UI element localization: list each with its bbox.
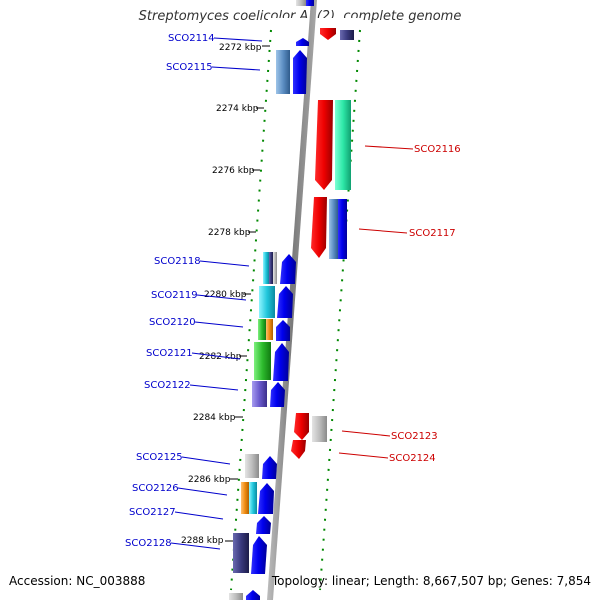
- gene-arrow-SCO2121[interactable]: [273, 343, 289, 381]
- scale-label: 2272 kbp: [219, 43, 262, 53]
- gene-arrow-SCO2126[interactable]: [258, 483, 274, 514]
- gene-arrow-top-red[interactable]: [320, 28, 336, 40]
- scale-label: 2288 kbp: [181, 536, 224, 546]
- gene-arrow-SCO2120[interactable]: [276, 320, 290, 341]
- gene-label-SCO2123[interactable]: SCO2123: [391, 431, 438, 442]
- gene-arrow-SCO2117[interactable]: [311, 197, 327, 258]
- gene-label-SCO2121[interactable]: SCO2121: [146, 348, 193, 359]
- gene-box-SCO2119-cyan[interactable]: [259, 286, 275, 318]
- scale-label: 2276 kbp: [212, 166, 255, 176]
- reverse-gene-labels: SCO2116 SCO2117 SCO2123 SCO2124: [389, 144, 461, 464]
- scale-label: 2278 kbp: [208, 228, 251, 238]
- gene-arrow-SCO2124[interactable]: [291, 440, 306, 459]
- gene-label-SCO2118[interactable]: SCO2118: [154, 256, 201, 267]
- gene-box-SCO2125-gray[interactable]: [245, 454, 259, 478]
- gene-arrow-bottom-blue[interactable]: [246, 590, 260, 600]
- accession-text: Accession: NC_003888: [9, 574, 146, 588]
- scale-label: 2274 kbp: [216, 104, 259, 114]
- gene-arrow-SCO2122[interactable]: [270, 382, 285, 407]
- scale-label: 2286 kbp: [188, 475, 231, 485]
- gene-box-SCO2120-orange[interactable]: [266, 319, 273, 340]
- gene-label-SCO2114[interactable]: SCO2114: [168, 33, 215, 44]
- forward-leader-lines: [170, 37, 263, 550]
- gene-arrow-SCO2127[interactable]: [256, 516, 271, 534]
- gene-box-SCO2121-green[interactable]: [254, 342, 271, 380]
- gene-box-SCO2117-steel[interactable]: [329, 199, 338, 259]
- gene-box-SCO2122-purple[interactable]: [252, 381, 267, 407]
- gene-label-SCO2127[interactable]: SCO2127: [129, 507, 176, 518]
- reverse-leader-lines: [338, 145, 414, 459]
- gene-box-SCO2126-orange[interactable]: [241, 482, 249, 514]
- gene-arrow-SCO2118[interactable]: [280, 254, 296, 284]
- gene-label-SCO2120[interactable]: SCO2120: [149, 317, 196, 328]
- gene-arrow-SCO2128[interactable]: [251, 536, 267, 574]
- gene-box-top-navy[interactable]: [340, 30, 354, 40]
- gene-label-SCO2125[interactable]: SCO2125: [136, 452, 183, 463]
- gene-box-SCO2116-mint[interactable]: [335, 100, 351, 190]
- gene-box-SCO2118-gray[interactable]: [273, 252, 277, 284]
- gene-box-SCO2120-green[interactable]: [258, 319, 266, 340]
- gene-arrow-SCO2114[interactable]: [296, 38, 309, 46]
- scale-label: 2284 kbp: [193, 413, 236, 423]
- left-tick-track: [230, 29, 272, 591]
- gene-box-SCO2123-gray[interactable]: [312, 416, 327, 442]
- scale-label: 2280 kbp: [204, 290, 247, 300]
- gene-label-SCO2122[interactable]: SCO2122: [144, 380, 191, 391]
- gene-box-top-gray[interactable]: [296, 0, 306, 6]
- gene-label-SCO2119[interactable]: SCO2119: [151, 290, 198, 301]
- gene-box-top-blue[interactable]: [306, 0, 314, 6]
- gene-label-SCO2116[interactable]: SCO2116: [414, 144, 461, 155]
- scale-ticks: [225, 45, 270, 542]
- gene-box-SCO2115-steel[interactable]: [276, 50, 290, 94]
- gene-box-SCO2126-cyan[interactable]: [249, 482, 257, 514]
- gene-label-SCO2126[interactable]: SCO2126: [132, 483, 179, 494]
- gene-arrow-SCO2123[interactable]: [294, 413, 309, 440]
- gene-arrow-SCO2115[interactable]: [293, 50, 307, 94]
- gene-box-SCO2117-blue[interactable]: [338, 199, 347, 259]
- gene-arrow-SCO2119[interactable]: [277, 286, 293, 318]
- gene-box-SCO2118-navy[interactable]: [269, 252, 273, 284]
- gene-arrow-SCO2116[interactable]: [315, 100, 333, 190]
- gene-box-SCO2128-navy[interactable]: [233, 533, 249, 573]
- forward-gene-labels: SCO2114 SCO2115 SCO2118 SCO2119 SCO2120 …: [125, 33, 215, 549]
- gene-label-SCO2128[interactable]: SCO2128: [125, 538, 172, 549]
- gene-label-SCO2117[interactable]: SCO2117: [409, 228, 456, 239]
- gene-label-SCO2115[interactable]: SCO2115: [166, 62, 213, 73]
- right-tick-track: [319, 29, 361, 591]
- gene-arrow-SCO2125[interactable]: [262, 456, 277, 479]
- map-title: Streptomyces coelicolor A3(2), complete …: [138, 9, 462, 24]
- gene-box-bottom-gray[interactable]: [229, 593, 243, 600]
- gene-box-SCO2118-cyan[interactable]: [263, 252, 269, 284]
- genome-summary-text: Topology: linear; Length: 8,667,507 bp; …: [271, 574, 591, 588]
- gene-label-SCO2124[interactable]: SCO2124: [389, 453, 436, 464]
